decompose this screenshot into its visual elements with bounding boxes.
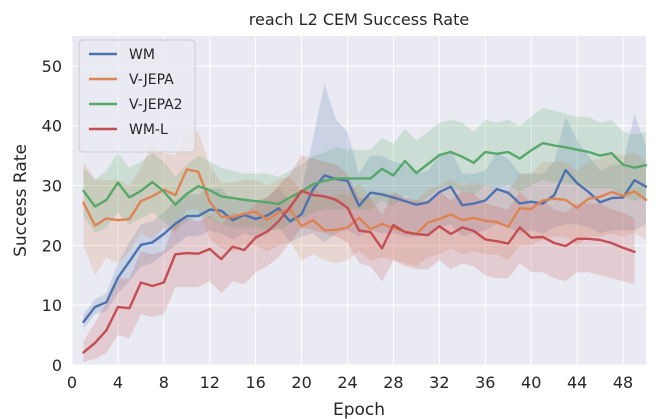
x-tick-label: 24 — [337, 373, 357, 392]
y-axis-label: Success Rate — [11, 144, 31, 257]
x-tick-label: 40 — [521, 373, 541, 392]
band-v-jepa — [83, 128, 646, 276]
y-tick-label: 40 — [42, 117, 62, 136]
legend-label-wm: WM — [129, 47, 155, 63]
x-tick-label: 28 — [383, 373, 403, 392]
chart-title: reach L2 CEM Success Rate — [249, 10, 469, 29]
band-wm — [83, 83, 646, 330]
x-tick-label: 0 — [67, 373, 77, 392]
y-tick-label: 50 — [42, 57, 62, 76]
confidence-bands — [83, 83, 646, 362]
series-lines — [82, 141, 648, 354]
series-line-v-jepa — [82, 168, 648, 236]
x-tick-label: 20 — [291, 373, 311, 392]
band-v-jepa2 — [83, 107, 646, 234]
x-axis-ticks: 0 4 8 12 16 20 24 28 32 36 40 44 48 — [67, 373, 633, 392]
x-tick-label: 12 — [200, 373, 220, 392]
series-line-v-jepa2 — [82, 141, 648, 208]
x-tick-label: 44 — [567, 373, 587, 392]
y-tick-label: 10 — [42, 296, 62, 315]
x-tick-label: 4 — [113, 373, 123, 392]
y-tick-label: 0 — [52, 356, 62, 375]
y-tick-label: 30 — [42, 177, 62, 196]
legend-box — [78, 39, 196, 153]
legend-label-v-jepa: V-JEPA — [129, 72, 174, 88]
legend-label-wm-l: WM-L — [129, 122, 168, 138]
legend-label-v-jepa2: V-JEPA2 — [129, 97, 183, 113]
legend: WM V-JEPA V-JEPA2 WM-L — [78, 39, 196, 153]
x-tick-label: 36 — [475, 373, 495, 392]
x-axis-label: Epoch — [333, 400, 385, 419]
x-tick-label: 48 — [613, 373, 633, 392]
x-tick-label: 16 — [246, 373, 266, 392]
series-line-wm — [82, 168, 648, 324]
band-wm-l — [83, 155, 635, 362]
series-line-wm-l — [82, 189, 636, 354]
y-axis-ticks: 0 10 20 30 40 50 — [42, 57, 62, 375]
x-tick-label: 32 — [429, 373, 449, 392]
x-tick-label: 8 — [159, 373, 169, 392]
y-tick-label: 20 — [42, 236, 62, 255]
